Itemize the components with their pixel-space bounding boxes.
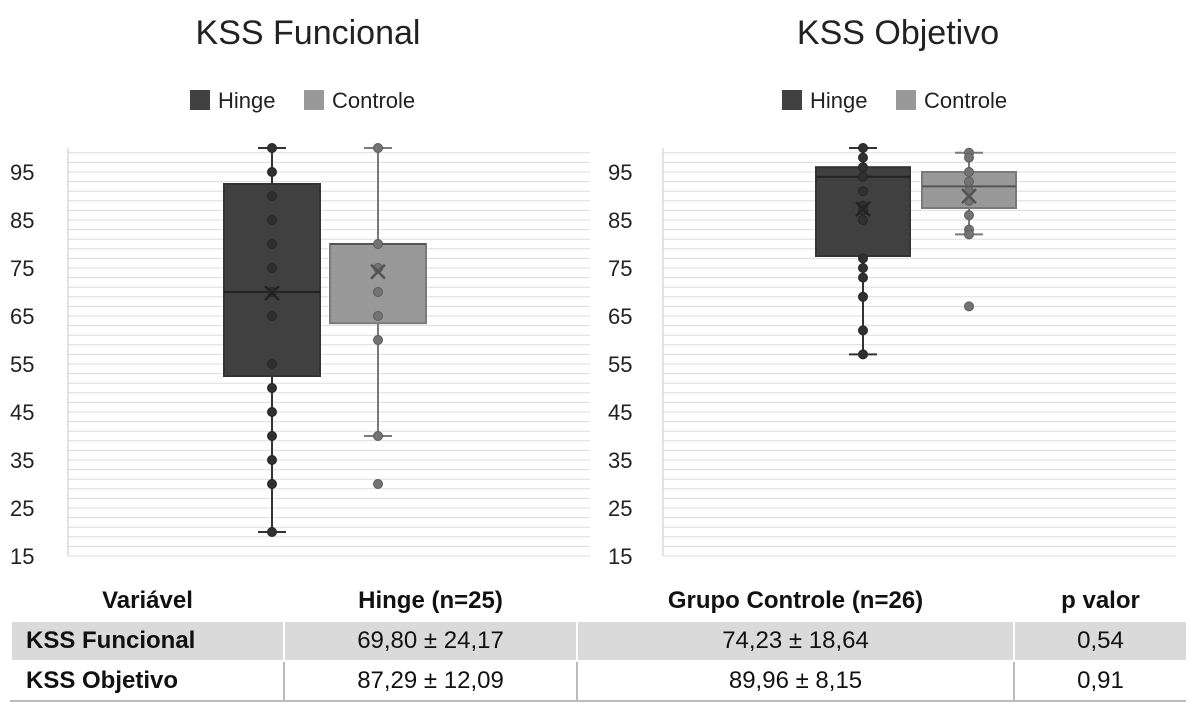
data-point xyxy=(373,479,383,489)
legend-label-hinge: Hinge xyxy=(218,88,275,113)
header-controle: Grupo Controle (n=26) xyxy=(667,587,924,614)
row-label: KSS Funcional xyxy=(10,620,285,662)
mean-marker xyxy=(961,188,977,205)
box-hinge xyxy=(223,183,321,377)
data-point xyxy=(964,176,974,187)
y-tick-label: 35 xyxy=(10,448,34,473)
y-tick-label: 85 xyxy=(10,208,34,233)
mean-marker xyxy=(370,263,386,280)
legend-label-hinge: Hinge xyxy=(810,88,867,113)
header-variable: Variável xyxy=(102,587,193,614)
chart-title: KSS Funcional xyxy=(196,14,421,52)
legend-label-controle: Controle xyxy=(332,88,415,113)
y-tick-label: 55 xyxy=(608,352,632,377)
y-tick-label: 95 xyxy=(608,160,632,185)
data-point xyxy=(858,171,868,182)
cell-p-value: 0,54 xyxy=(1013,620,1186,662)
data-point xyxy=(267,311,277,321)
data-point xyxy=(267,527,277,537)
cell-p-value: 0,91 xyxy=(1013,660,1186,702)
data-point xyxy=(267,359,277,369)
y-tick-label: 85 xyxy=(608,208,632,233)
data-point xyxy=(858,349,868,360)
data-point xyxy=(964,210,974,221)
data-point xyxy=(858,186,868,197)
table-row: KSS Objetivo 87,29 ± 12,09 89,96 ± 8,15 … xyxy=(10,660,1186,702)
data-point xyxy=(267,455,277,465)
data-point xyxy=(373,431,383,441)
legend-label-controle: Controle xyxy=(924,88,1007,113)
data-point xyxy=(267,407,277,417)
y-tick-label: 75 xyxy=(10,256,34,281)
chart-title: KSS Objetivo xyxy=(797,14,999,52)
header-p-value: p valor xyxy=(1061,587,1140,614)
cell-controle: 74,23 ± 18,64 xyxy=(576,620,1015,662)
data-point xyxy=(267,167,277,177)
y-tick-label: 35 xyxy=(608,448,632,473)
y-tick-label: 65 xyxy=(10,304,34,329)
cell-hinge: 87,29 ± 12,09 xyxy=(283,660,578,702)
cell-controle: 89,96 ± 8,15 xyxy=(576,660,1015,702)
data-point xyxy=(267,431,277,441)
data-point xyxy=(964,229,974,240)
data-point xyxy=(964,152,974,163)
y-tick-label: 55 xyxy=(10,352,34,377)
data-point xyxy=(858,215,868,225)
data-point xyxy=(858,143,868,153)
data-point xyxy=(858,291,868,302)
y-tick-label: 65 xyxy=(608,304,632,329)
legend-swatch-controle xyxy=(304,90,324,110)
data-point xyxy=(373,239,383,249)
box-hinge xyxy=(815,166,911,257)
data-point xyxy=(267,239,277,249)
y-tick-label: 95 xyxy=(10,160,34,185)
data-point xyxy=(267,143,277,153)
mean-marker xyxy=(264,285,280,301)
data-point xyxy=(267,191,277,201)
data-point xyxy=(267,215,277,225)
data-point xyxy=(858,253,868,264)
y-tick-label: 45 xyxy=(608,400,632,425)
data-point xyxy=(858,272,868,283)
data-point xyxy=(267,263,277,273)
y-tick-label: 15 xyxy=(608,544,632,569)
y-tick-label: 15 xyxy=(10,544,34,569)
legend-swatch-controle xyxy=(896,90,916,110)
box-controle xyxy=(329,243,427,325)
table-row: KSS Funcional 69,80 ± 24,17 74,23 ± 18,6… xyxy=(10,620,1186,662)
data-point xyxy=(373,287,383,297)
data-point xyxy=(373,335,383,345)
y-tick-label: 75 xyxy=(608,256,632,281)
data-point xyxy=(964,167,974,177)
y-tick-label: 25 xyxy=(608,496,632,521)
data-point xyxy=(373,143,383,153)
data-point xyxy=(267,383,277,393)
cell-hinge: 69,80 ± 24,17 xyxy=(283,620,578,662)
legend-swatch-hinge xyxy=(190,90,210,110)
results-table: Variável Hinge (n=25) Grupo Controle (n=… xyxy=(10,582,1186,702)
data-point xyxy=(267,479,277,489)
data-point xyxy=(858,325,868,336)
y-tick-label: 45 xyxy=(10,400,34,425)
header-hinge: Hinge (n=25) xyxy=(358,587,503,614)
data-point xyxy=(964,301,974,312)
data-point xyxy=(858,162,868,173)
data-point xyxy=(858,152,868,163)
y-tick-label: 25 xyxy=(10,496,34,521)
table-header-row: Variável Hinge (n=25) Grupo Controle (n=… xyxy=(11,582,1186,621)
data-point xyxy=(858,263,868,273)
charts-canvas: KSS Funcional Hinge Controle 15 25 35 45 55 65 75… xyxy=(10,14,1176,569)
data-point xyxy=(373,311,383,321)
legend-swatch-hinge xyxy=(782,90,802,110)
row-label: KSS Objetivo xyxy=(10,660,285,702)
mean-marker xyxy=(855,201,871,217)
